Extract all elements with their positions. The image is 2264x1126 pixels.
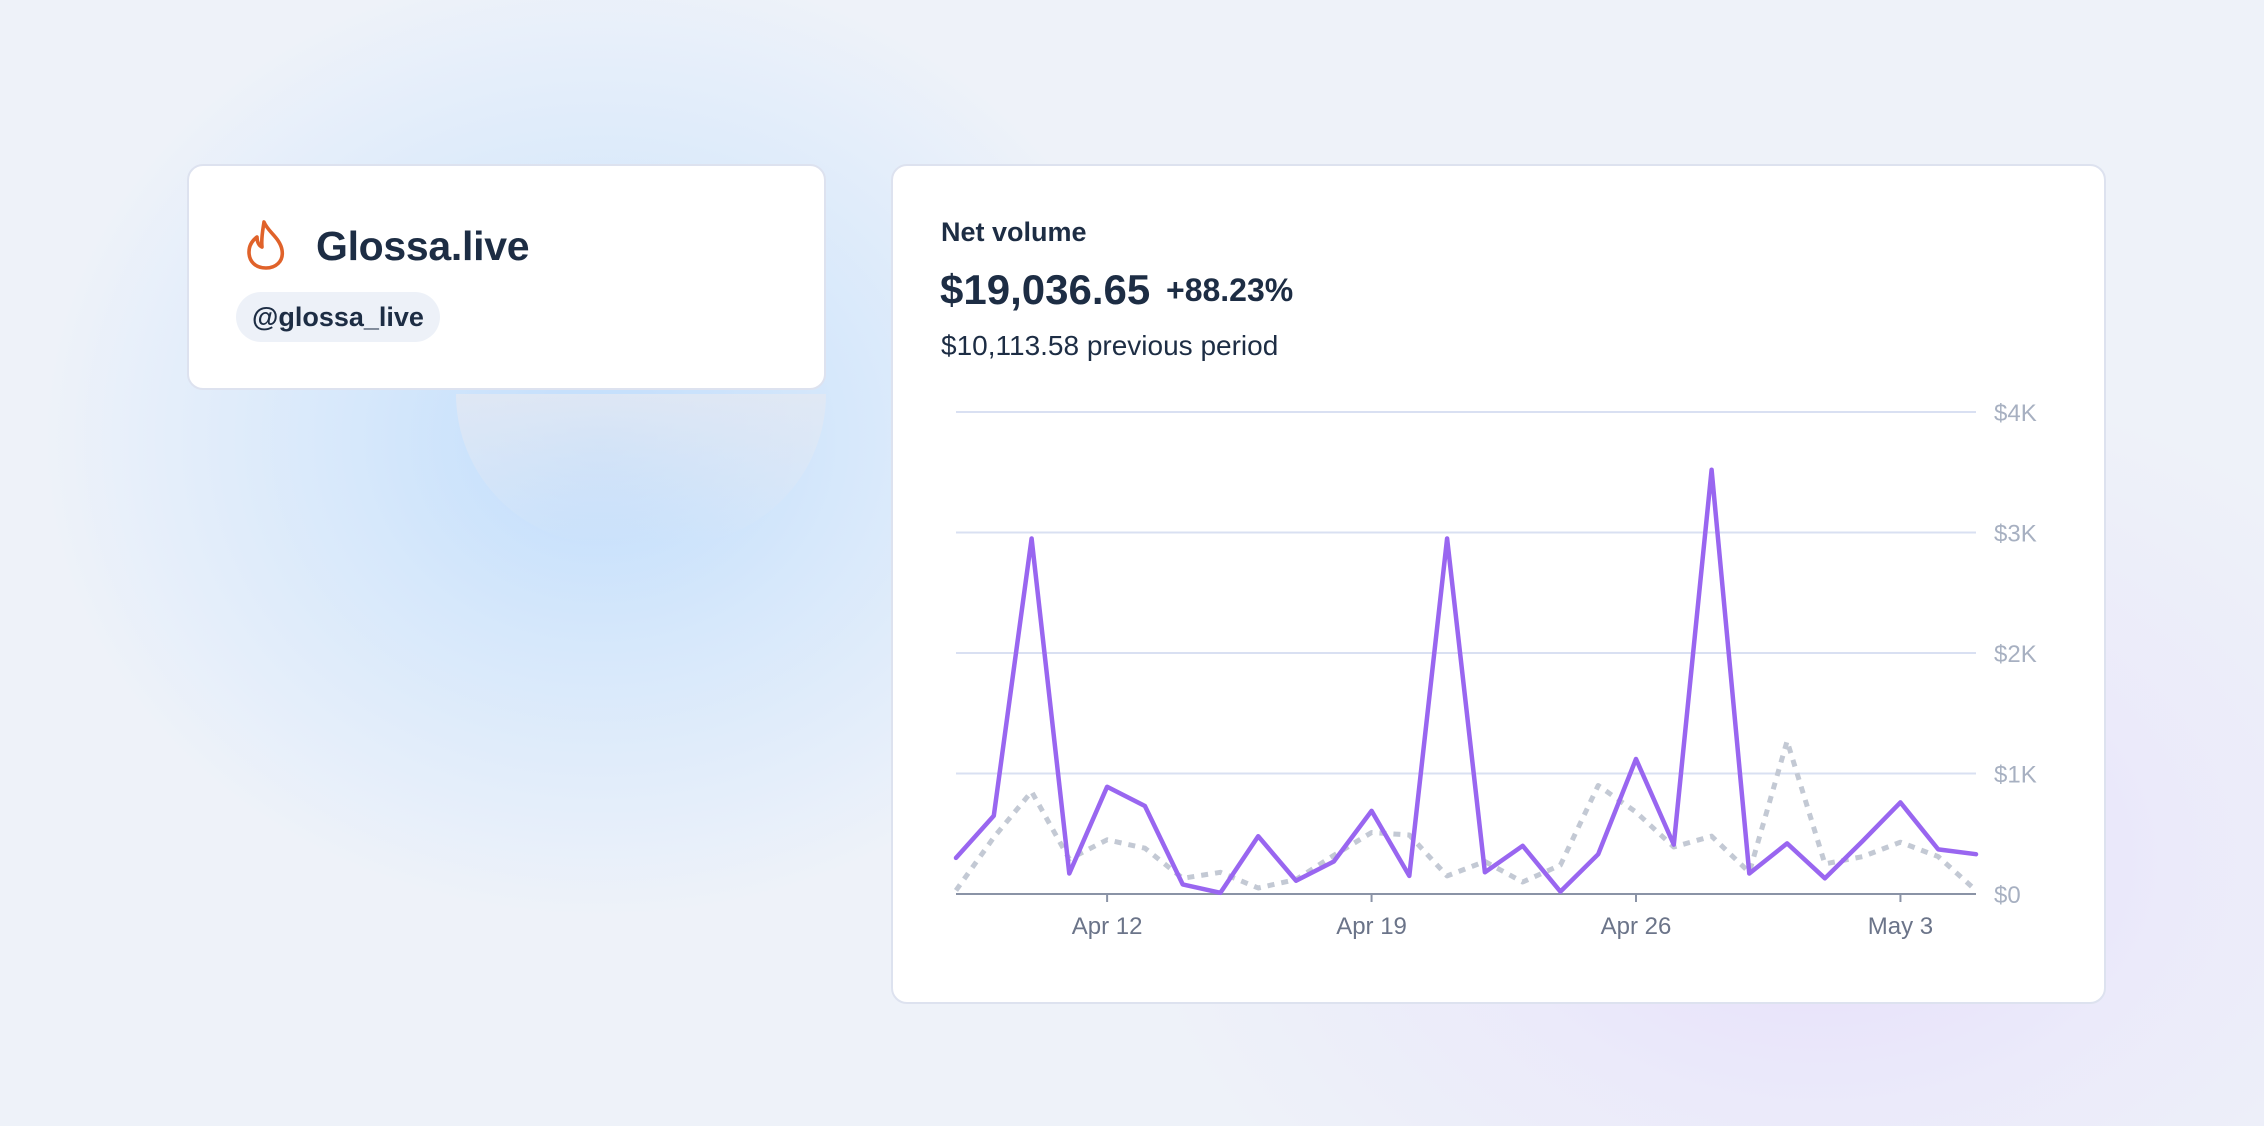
y-tick-label: $3K: [1994, 521, 2037, 548]
metric-change: +88.23%: [1166, 272, 1294, 308]
profile-card: [187, 164, 826, 390]
metric-label: Net volume: [941, 217, 1087, 247]
y-tick-label: $2K: [1994, 641, 2037, 668]
previous-period-series-line: [953, 738, 1978, 893]
x-tick-label: Apr 26: [1601, 913, 1672, 940]
x-tick-label: Apr 12: [1072, 913, 1143, 940]
y-tick-label: $0: [1994, 882, 2021, 909]
flame-icon: [247, 220, 285, 270]
metric-value: $19,036.65: [940, 266, 1151, 313]
x-tick-label: Apr 19: [1336, 913, 1407, 940]
y-tick-label: $1K: [1994, 762, 2037, 789]
handle-badge[interactable]: @glossa_live: [236, 292, 440, 342]
y-tick-label: $4K: [1994, 400, 2037, 427]
brand-name: Glossa.live: [316, 223, 530, 269]
metric-previous-period: $10,113.58 previous period: [941, 330, 1279, 361]
current-period-series-line: [953, 467, 1979, 896]
flame-icon-path: [247, 220, 285, 270]
x-tick-label: May 3: [1868, 913, 1933, 940]
